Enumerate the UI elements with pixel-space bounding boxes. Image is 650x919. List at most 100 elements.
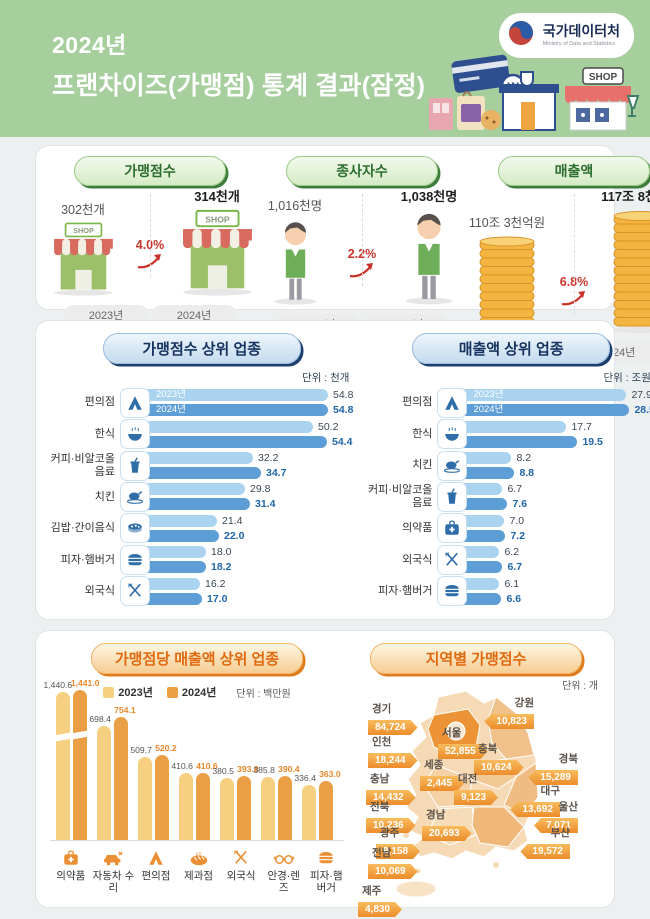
svg-text:SHOP: SHOP — [589, 72, 618, 83]
bar-2024년 — [237, 775, 251, 840]
bar-line: 8.2 — [463, 452, 650, 465]
bar-value: 54.8 — [333, 389, 354, 402]
bar-line: 29.8 — [146, 483, 353, 496]
bar-value: 7.6 — [512, 498, 528, 511]
unit-label: 단위 : 백만원 — [236, 688, 291, 700]
person-icon-2024 — [399, 208, 459, 310]
chicken-icon — [437, 450, 468, 481]
bar-2024년 — [196, 772, 210, 840]
bar-2024년 — [146, 592, 202, 605]
bread-icon — [189, 847, 209, 867]
bar-pair: 8.2 8.8 — [463, 452, 650, 480]
bar-2024년 — [319, 780, 333, 840]
chart-row: 한식 50.2 54.4 — [50, 418, 353, 450]
bar-value: 7.2 — [510, 529, 526, 542]
bar-line: 32.2 — [146, 452, 353, 465]
bar-2024년 — [463, 529, 506, 542]
value-2023: 1,016천명 — [267, 199, 323, 213]
bar-value: 54.8 — [333, 404, 354, 417]
region-value-badge: 19,572 — [520, 844, 570, 859]
bar-line: 18.2 — [146, 561, 353, 574]
category: 편의점 — [135, 847, 177, 895]
burger-icon — [120, 544, 150, 575]
bar-value: 6.6 — [506, 592, 522, 605]
region-세종: 세종 2,445 — [420, 757, 464, 791]
unit-label: 단위 : 천개 — [302, 372, 350, 384]
bar-line: 17.7 — [463, 420, 650, 433]
summary-stats-card: 가맹점수 302천개 SHOP 4.0% 314천개 SHOP 2023년 2024년 종사자수… — [35, 145, 650, 362]
tent-icon — [120, 387, 150, 418]
coins-icon-2024 — [606, 208, 650, 338]
increase-arrow-icon — [347, 261, 377, 284]
bar-2023년 — [463, 577, 500, 590]
page-title: 프랜차이즈(가맹점) 통계 결과(잠정) — [52, 72, 426, 100]
bar-line: 22.0 — [146, 529, 353, 542]
bar-value: 410.6 — [196, 760, 218, 771]
region-value-badge: 10,069 — [368, 864, 418, 879]
section-title-pill: 가맹점수 — [74, 156, 226, 186]
bar-2024년: 2024년 — [146, 404, 328, 417]
category-label: 편의점 — [84, 396, 115, 409]
category: 자동차 수리 — [93, 847, 135, 895]
chart-row: 편의점 2023년 54.8 2024년 54.8 — [50, 387, 353, 418]
region-value-badge: 10,624 — [474, 760, 524, 775]
region-name: 세종 — [424, 759, 444, 771]
region-name: 부산 — [550, 827, 570, 839]
bar-line: 8.8 — [463, 467, 650, 480]
bar-2023년 — [463, 514, 505, 527]
region-제주: 제주 4,830 — [358, 883, 402, 917]
category: 외국식 — [220, 847, 262, 895]
region-광주: 광주 9,158 — [376, 825, 420, 859]
category-label: 피자·햄버거 — [378, 584, 433, 597]
bar-value: 393.8 — [237, 763, 259, 774]
bar-value: 17.0 — [207, 592, 228, 605]
bar-value: 29.8 — [250, 483, 271, 496]
region-name: 울산 — [558, 801, 578, 813]
region-value-badge: 4,830 — [358, 902, 402, 917]
bar-value: 6.7 — [507, 483, 523, 496]
person-icon-2023 — [268, 217, 323, 310]
value-2023: 110조 3천억원 — [468, 216, 546, 230]
region-대전: 대전 9,123 — [454, 771, 498, 805]
legend-label: 2024년 — [181, 687, 217, 699]
bar-2023년 — [52, 691, 74, 840]
bar-2023년 — [146, 546, 206, 559]
bar-value: 336.4 — [294, 772, 316, 783]
bar-line: 7.6 — [463, 498, 650, 511]
bar-pair: 50.2 54.4 — [146, 420, 353, 448]
series-label: 2023년 — [156, 389, 186, 401]
region-name: 경북 — [558, 753, 578, 765]
bar-pair: 6.2 6.7 — [463, 546, 650, 574]
legend-swatch-icon — [103, 686, 115, 698]
bar-line: 6.2 — [463, 546, 650, 559]
cutlery-icon — [232, 847, 250, 867]
region-서울: 서울 52,855 — [438, 725, 488, 759]
chart-row: 편의점 2023년 27.9 2024년 28.5 — [367, 387, 650, 418]
bar-value: 1,440.6 — [43, 679, 73, 690]
bar-value: 50.2 — [318, 420, 339, 433]
region-value-badge: 13,692 — [510, 802, 560, 817]
value-2024: 314천개 — [194, 189, 240, 204]
bar-value: 754.1 — [114, 704, 136, 715]
bar-line: 6.7 — [463, 561, 650, 574]
bar-pair: 32.2 34.7 — [146, 452, 353, 480]
bar-value: 31.4 — [255, 498, 276, 511]
chart-legend: 2023년 2024년 단위 : 백만원 — [46, 684, 348, 700]
category-label: 치킨 — [94, 490, 115, 503]
category-label: 김밥·간이음식 — [50, 522, 115, 535]
region-대구: 대구 13,692 — [510, 783, 560, 817]
bar-pair: 2023년 54.8 2024년 54.8 — [146, 389, 354, 417]
bar-2023년 — [146, 577, 200, 590]
bar-line: 7.2 — [463, 529, 650, 542]
region-경남: 경남 20,693 — [422, 807, 472, 841]
section-title-pill: 가맹점당 매출액 상위 업종 — [91, 643, 303, 674]
bar-line: 2023년 27.9 — [463, 389, 650, 402]
value-2024: 1,038천명 — [400, 189, 458, 204]
section-title-pill: 지역별 가맹점수 — [370, 643, 582, 674]
bar-line: 50.2 — [146, 420, 353, 433]
burger-icon — [437, 576, 468, 607]
bar-2023년 — [463, 546, 500, 559]
region-전남: 전남 10,069 — [368, 845, 418, 879]
